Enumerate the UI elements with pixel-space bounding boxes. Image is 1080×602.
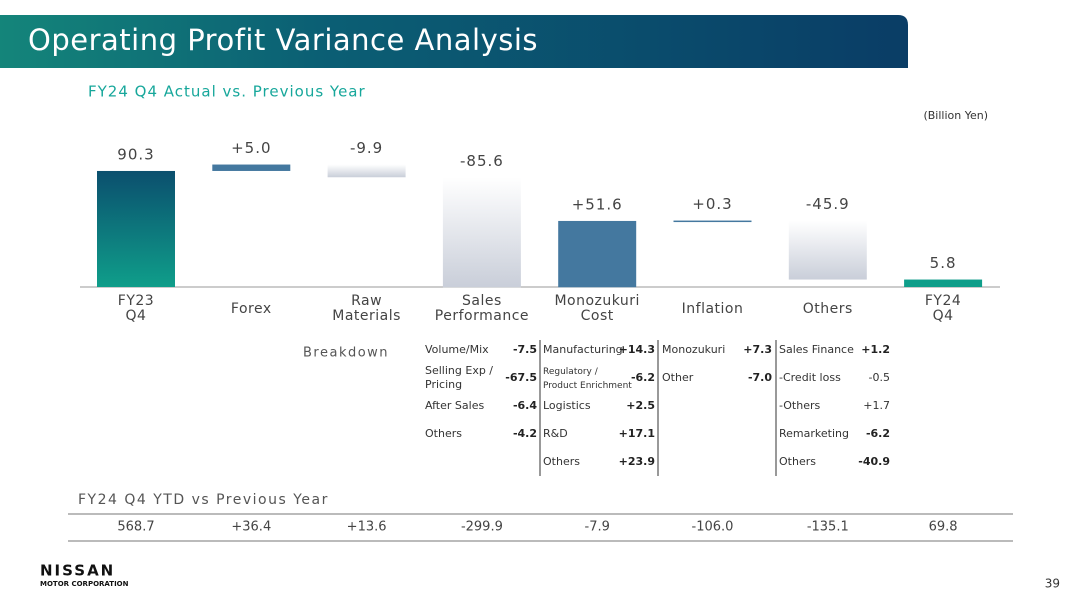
breakdown-value: -6.4 <box>513 399 537 412</box>
category-label: Others <box>803 301 853 317</box>
title: Operating Profit Variance Analysis <box>28 23 538 57</box>
label-line: Q4 <box>933 308 954 324</box>
value-label: -85.6 <box>460 152 504 170</box>
brand: NISSAN <box>40 562 115 580</box>
label-line: Regulatory / <box>543 367 599 377</box>
category-label: Inflation <box>682 301 744 317</box>
breakdown-item: -Others <box>779 399 821 412</box>
breakdown-value: -7.5 <box>513 343 537 356</box>
breakdown-item: Others <box>425 427 462 440</box>
breakdown-item: -Credit loss <box>779 371 841 384</box>
breakdown-item: Others <box>779 455 816 468</box>
ytd-value: 568.7 <box>117 520 154 535</box>
breakdown-item: Manufacturing <box>543 343 623 356</box>
breakdown-value: +17.1 <box>619 427 655 440</box>
page-number: 39 <box>1045 577 1060 591</box>
breakdown-value: -4.2 <box>513 427 537 440</box>
category-label: Raw Materials <box>332 293 401 324</box>
label-line: FY23 <box>118 293 154 309</box>
category-label: FY24 Q4 <box>925 293 961 324</box>
breakdown-item: Remarketing <box>779 427 849 440</box>
value-label: +5.0 <box>231 139 271 157</box>
breakdown-item: Sales Finance <box>779 343 854 356</box>
breakdown-item: R&D <box>543 427 568 440</box>
subtitle: FY24 Q4 Actual vs. Previous Year <box>88 83 366 101</box>
value-label: -45.9 <box>806 195 850 213</box>
label-line: Selling Exp / <box>425 364 493 377</box>
breakdown-item: Other <box>662 371 694 384</box>
bar <box>904 279 983 287</box>
breakdown-value: -0.5 <box>869 371 890 384</box>
value-label: 90.3 <box>117 145 154 163</box>
value-label: 5.8 <box>930 254 957 272</box>
label-line: Product Enrichment <box>543 381 632 391</box>
breakdown-item: After Sales <box>425 399 484 412</box>
breakdown-item: Regulatory / Product Enrichment <box>543 367 632 391</box>
label-line: Pricing <box>425 378 462 391</box>
breakdown-value: +7.3 <box>743 343 772 356</box>
breakdown-value: -40.9 <box>858 455 890 468</box>
label-line: Monozukuri <box>554 293 640 309</box>
breakdown-item: Selling Exp / Pricing <box>425 364 493 391</box>
unit: (Billion Yen) <box>923 109 988 122</box>
breakdown-item: Others <box>543 455 580 468</box>
breakdown-value: +23.9 <box>619 455 655 468</box>
bar <box>327 164 406 178</box>
breakdown-value: +14.3 <box>619 343 655 356</box>
company: MOTOR CORPORATION <box>40 580 129 588</box>
breakdown-value: +1.2 <box>861 343 890 356</box>
breakdown-value: +1.7 <box>863 399 890 412</box>
label-line: Raw <box>351 293 382 309</box>
ytd-value: +36.4 <box>231 520 271 535</box>
ytd-value: -135.1 <box>807 520 849 535</box>
value-label: +0.3 <box>692 195 732 213</box>
value-label: +51.6 <box>572 195 623 213</box>
label-line: Cost <box>581 308 614 324</box>
bar <box>442 177 521 288</box>
value-label: -9.9 <box>350 139 383 157</box>
ytd-value: -106.0 <box>692 520 734 535</box>
bar <box>558 220 637 288</box>
breakdown-label: Breakdown <box>303 346 389 361</box>
title-banner <box>0 15 908 68</box>
category-label: Forex <box>231 301 272 317</box>
label-line: Materials <box>332 308 401 324</box>
breakdown-value: -6.2 <box>631 371 655 384</box>
bar <box>788 220 867 280</box>
ytd-value: 69.8 <box>929 520 958 535</box>
breakdown-item: Volume/Mix <box>425 343 489 356</box>
bar <box>212 164 291 171</box>
label-line: Performance <box>435 308 529 324</box>
ytd-value: -299.9 <box>461 520 503 535</box>
breakdown-value: -7.0 <box>748 371 772 384</box>
breakdown-item: Logistics <box>543 399 591 412</box>
breakdown-value: -6.2 <box>866 427 890 440</box>
ytd-value: +13.6 <box>347 520 387 535</box>
label-line: Sales <box>462 293 502 309</box>
breakdown-item: Monozukuri <box>662 343 725 356</box>
bar <box>97 170 175 287</box>
bar <box>673 220 752 223</box>
label-line: Q4 <box>126 308 147 324</box>
category-label: Monozukuri Cost <box>554 293 640 324</box>
breakdown-value: -67.5 <box>505 371 537 384</box>
category-label: FY23 Q4 <box>118 293 154 324</box>
category-label: Sales Performance <box>435 293 529 324</box>
ytd-value: -7.9 <box>585 520 610 535</box>
ytd-title: FY24 Q4 YTD vs Previous Year <box>78 492 329 508</box>
breakdown-value: +2.5 <box>626 399 655 412</box>
label-line: FY24 <box>925 293 961 309</box>
